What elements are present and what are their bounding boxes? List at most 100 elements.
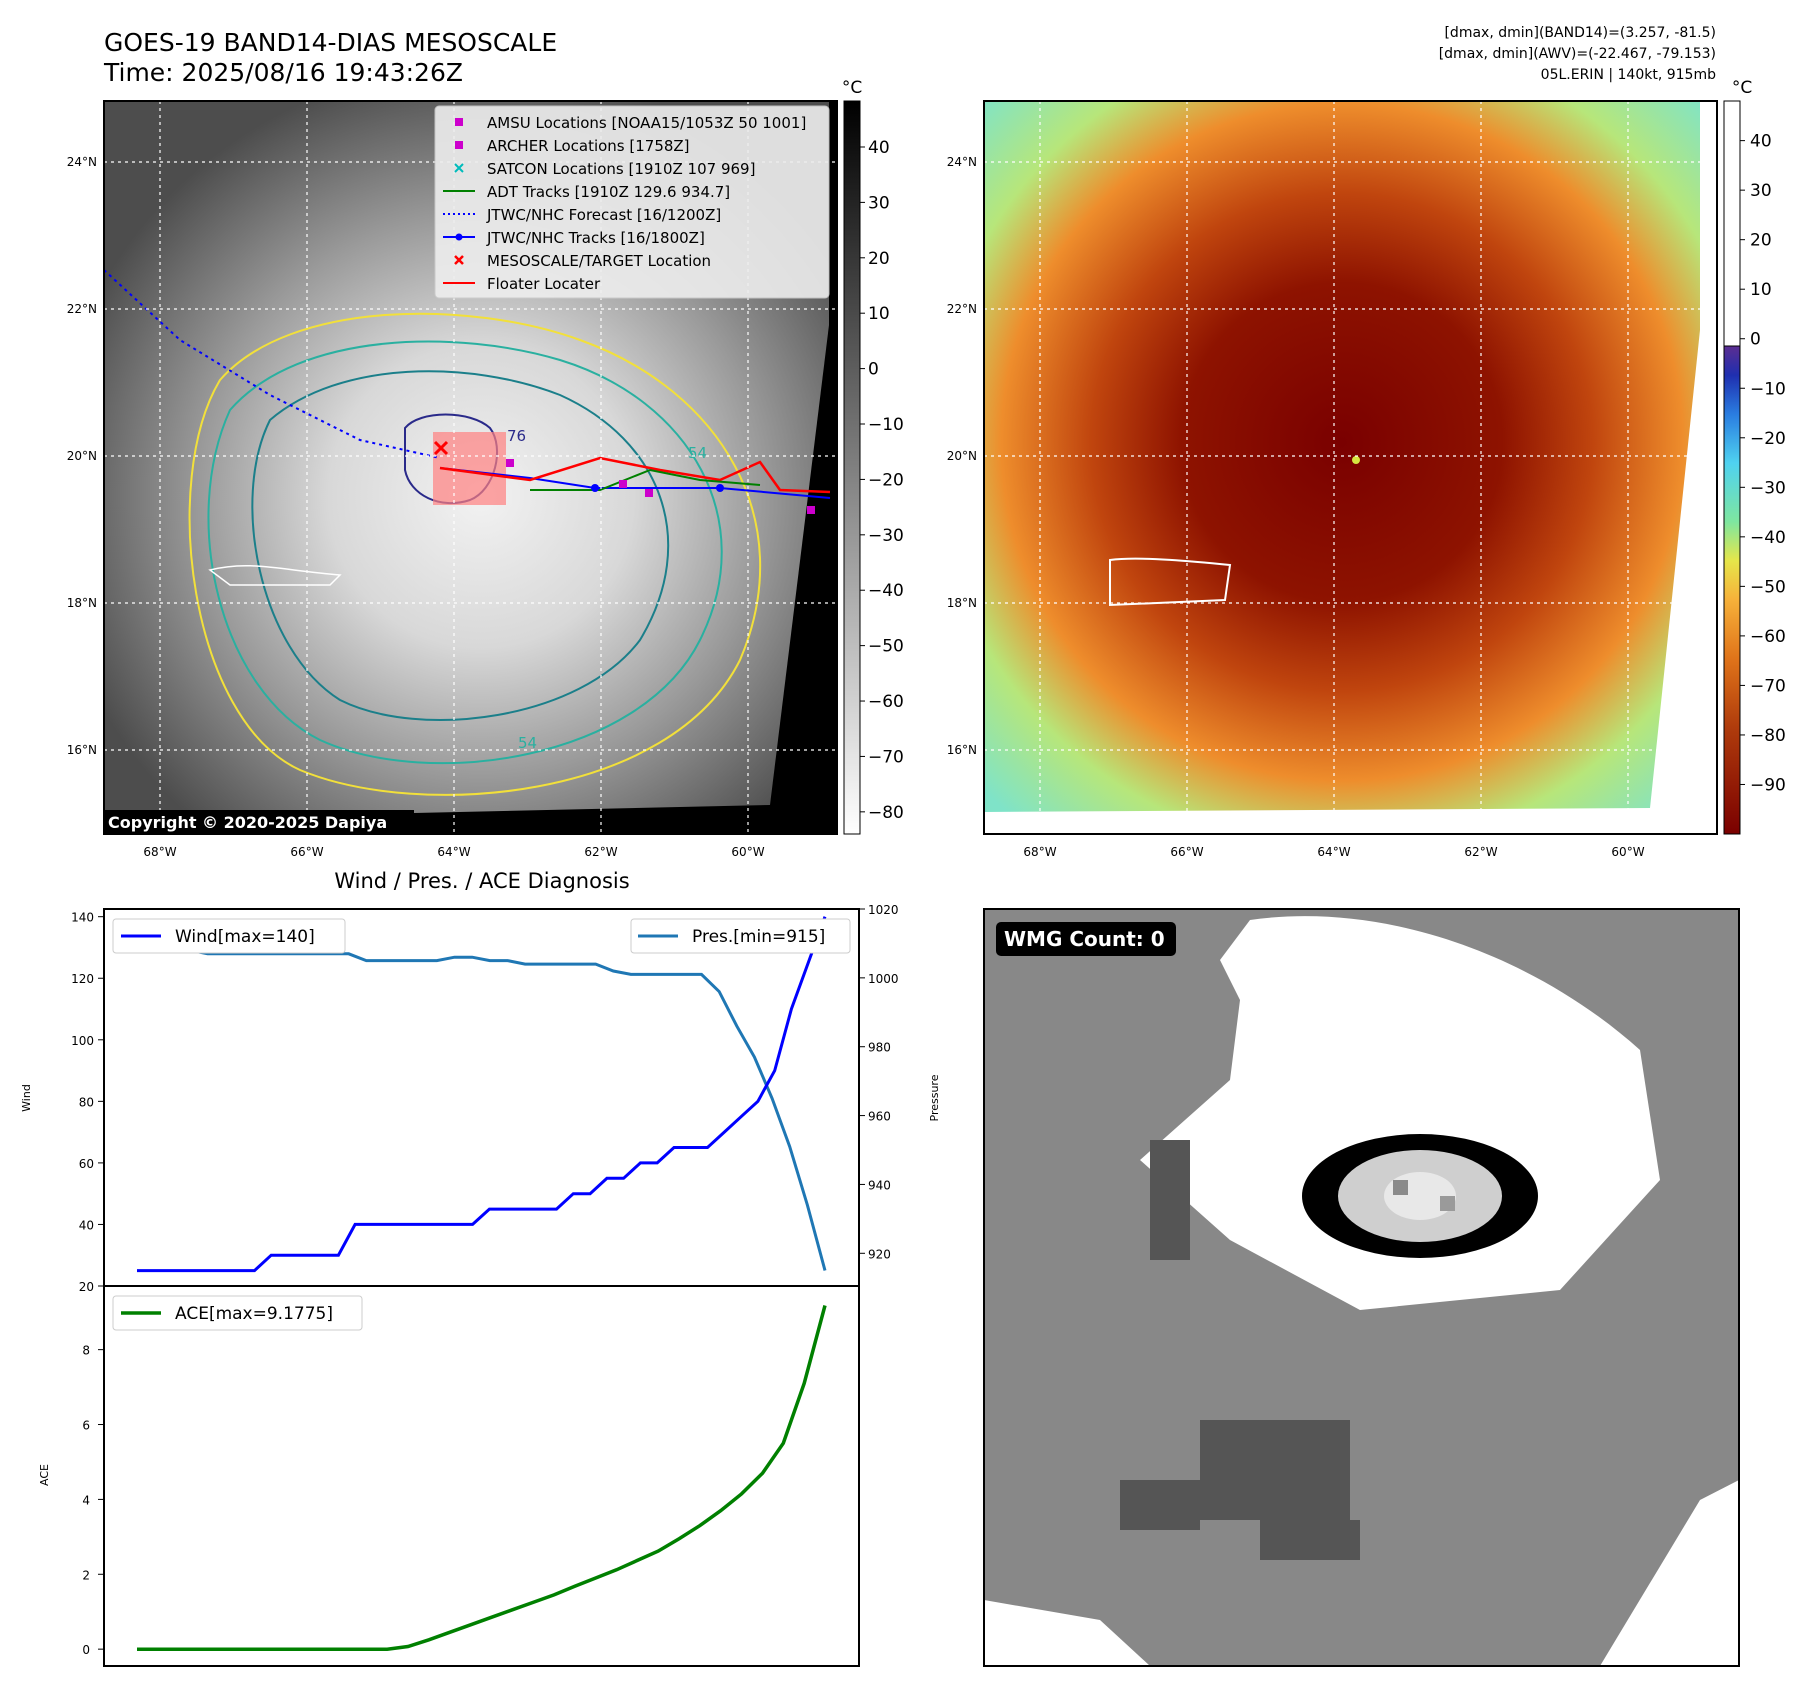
contour-label: 54 bbox=[518, 734, 537, 752]
colorbar-tick-label: −70 bbox=[1750, 676, 1786, 696]
target-marker bbox=[433, 440, 449, 456]
colorbar-left: °C 40 30 20 10 0 −10 −20 −30 −40 −50 −60 −70 −80 bbox=[842, 78, 904, 835]
wind-axis-tick-label: 80 bbox=[79, 1095, 94, 1109]
wind-pres-panel: 20 40 60 80 100 120 140 920 940 960 980 1000 1020 W… bbox=[20, 903, 941, 1294]
left-lat-labels: 24°N 22°N 20°N 18°N 16°N bbox=[67, 155, 97, 757]
ace-axis-tick-label: 4 bbox=[82, 1493, 90, 1507]
contour-label: 76 bbox=[507, 427, 526, 445]
pressure-axis-tick-label: 940 bbox=[868, 1178, 891, 1192]
colorbar-tick-label: 10 bbox=[1750, 280, 1772, 300]
band14-range: [dmax, dmin](BAND14)=(3.257, -81.5) bbox=[1444, 25, 1716, 41]
colorbar-tick-label: −10 bbox=[1750, 379, 1786, 399]
legend-target: MESOSCALE/TARGET Location bbox=[487, 252, 711, 270]
legend-archer: ARCHER Locations [1758Z] bbox=[487, 137, 690, 155]
awv-range: [dmax, dmin](AWV)=(-22.467, -79.153) bbox=[1439, 46, 1716, 62]
colorbar-tick-label: 10 bbox=[868, 304, 890, 324]
svg-text:22°N: 22°N bbox=[947, 302, 977, 316]
colorbar-tick-label: −50 bbox=[868, 637, 904, 657]
colorbar-tick-label: 0 bbox=[1750, 330, 1761, 350]
colorbar-tick-label: −30 bbox=[1750, 478, 1786, 498]
svg-text:18°N: 18°N bbox=[67, 596, 97, 610]
colorbar-tick-label: −30 bbox=[868, 526, 904, 546]
wind-legend: Wind[max=140] bbox=[112, 918, 346, 954]
svg-text:66°W: 66°W bbox=[1170, 845, 1203, 859]
colorbar-tick-label: 40 bbox=[868, 138, 890, 158]
colorbar-unit: °C bbox=[842, 78, 862, 98]
coastline bbox=[208, 564, 342, 586]
pressure-legend-label: Pres.[min=915] bbox=[692, 927, 825, 947]
ace-axis-tick-label: 6 bbox=[82, 1419, 90, 1433]
forecast-track bbox=[104, 269, 441, 459]
colorbar-right: °C 40 30 20 10 0 −10 −20 −30 −40 −50 −60 −70 −80 −90 bbox=[1723, 78, 1786, 835]
colorbar-tick-label: −70 bbox=[868, 747, 904, 767]
left-lon-labels: 68°W 66°W 64°W 62°W 60°W bbox=[143, 845, 764, 859]
colorbar-tick-label: −40 bbox=[868, 581, 904, 601]
colorbar-tick-label: 20 bbox=[868, 249, 890, 269]
figure-title: GOES-19 BAND14-DIAS MESOSCALE bbox=[104, 28, 557, 57]
svg-text:16°N: 16°N bbox=[67, 743, 97, 757]
wind-axis-tick-label: 100 bbox=[71, 1034, 94, 1048]
wmg-count-label: WMG Count: 0 bbox=[1004, 927, 1165, 951]
pressure-series-line bbox=[137, 931, 827, 1271]
wind-axis-tick-label: 140 bbox=[71, 911, 94, 925]
svg-text:64°W: 64°W bbox=[437, 845, 470, 859]
pressure-axis-tick-label: 1020 bbox=[868, 903, 899, 917]
svg-text:68°W: 68°W bbox=[143, 845, 176, 859]
svg-text:66°W: 66°W bbox=[290, 845, 323, 859]
legend-forecast: JTWC/NHC Forecast [16/1200Z] bbox=[486, 206, 721, 224]
ace-axis-tick-label: 0 bbox=[82, 1643, 90, 1657]
wind-axis-tick-label: 60 bbox=[79, 1157, 94, 1171]
legend-amsu: AMSU Locations [NOAA15/1053Z 50 1001] bbox=[487, 114, 806, 132]
svg-text:60°W: 60°W bbox=[731, 845, 764, 859]
contour-ring-outer bbox=[207, 340, 723, 765]
colorbar-tick-label: 0 bbox=[868, 360, 879, 380]
svg-text:62°W: 62°W bbox=[584, 845, 617, 859]
colorbar-tick-label: 30 bbox=[1750, 181, 1772, 201]
svg-text:24°N: 24°N bbox=[947, 155, 977, 169]
colorbar-tick-label: −60 bbox=[868, 692, 904, 712]
svg-text:68°W: 68°W bbox=[1023, 845, 1056, 859]
pressure-legend: Pres.[min=915] bbox=[630, 918, 851, 954]
ace-series-line bbox=[137, 1305, 827, 1651]
svg-text:22°N: 22°N bbox=[67, 302, 97, 316]
awv-map-right: 24°N 22°N 20°N 18°N 16°N 68°W 66°W 64°W … bbox=[947, 100, 1718, 859]
ace-panel: 0 2 4 6 8 ACE ACE[max=9.1775] bbox=[38, 1285, 860, 1667]
wmg-panel: WMG Count: 0 bbox=[983, 908, 1740, 1667]
colorbar-tick-label: −10 bbox=[868, 415, 904, 435]
floater-track bbox=[439, 456, 831, 494]
colorbar-tick-label: 20 bbox=[1750, 231, 1772, 251]
svg-text:20°N: 20°N bbox=[67, 449, 97, 463]
pressure-axis-tick-label: 920 bbox=[868, 1247, 891, 1261]
colorbar-tick-label: −50 bbox=[1750, 577, 1786, 597]
diagnosis-title: Wind / Pres. / ACE Diagnosis bbox=[334, 869, 629, 893]
colorbar-tick-label: −20 bbox=[868, 470, 904, 490]
colorbar-tick-label: −40 bbox=[1750, 528, 1786, 548]
colorbar-unit: °C bbox=[1732, 78, 1752, 98]
pressure-axis-tick-label: 960 bbox=[868, 1110, 891, 1124]
colorbar-tick-label: −80 bbox=[868, 803, 904, 823]
pressure-axis-label: Pressure bbox=[928, 1074, 941, 1121]
colorbar-tick-label: −20 bbox=[1750, 429, 1786, 449]
wind-axis-tick-label: 20 bbox=[79, 1280, 94, 1294]
coastline bbox=[1109, 557, 1232, 607]
legend-satcon: SATCON Locations [1910Z 107 969] bbox=[487, 160, 755, 178]
contour-ring-yellow bbox=[188, 312, 762, 796]
wind-legend-label: Wind[max=140] bbox=[175, 927, 315, 947]
svg-text:16°N: 16°N bbox=[947, 743, 977, 757]
svg-text:60°W: 60°W bbox=[1611, 845, 1644, 859]
right-lon-labels: 68°W 66°W 64°W 62°W 60°W bbox=[1023, 845, 1644, 859]
legend-floater: Floater Locater bbox=[487, 275, 601, 293]
map-legend: AMSU Locations [NOAA15/1053Z 50 1001] AR… bbox=[434, 105, 830, 299]
pressure-axis-tick-label: 1000 bbox=[868, 972, 899, 986]
colorbar-tick-label: −60 bbox=[1750, 627, 1786, 647]
storm-id: 05L.ERIN | 140kt, 915mb bbox=[1541, 67, 1716, 83]
pressure-axis-tick-label: 980 bbox=[868, 1041, 891, 1055]
legend-adt: ADT Tracks [1910Z 129.6 934.7] bbox=[487, 183, 730, 201]
legend-tracks: JTWC/NHC Tracks [16/1800Z] bbox=[486, 229, 705, 247]
ace-axis-tick-label: 8 bbox=[82, 1344, 90, 1358]
colorbar-tick-label: −90 bbox=[1750, 775, 1786, 795]
copyright-label: Copyright © 2020-2025 Dapiya bbox=[108, 813, 387, 832]
contour-label: 54 bbox=[688, 444, 707, 462]
colorbar-tick-label: 30 bbox=[868, 193, 890, 213]
svg-text:62°W: 62°W bbox=[1464, 845, 1497, 859]
